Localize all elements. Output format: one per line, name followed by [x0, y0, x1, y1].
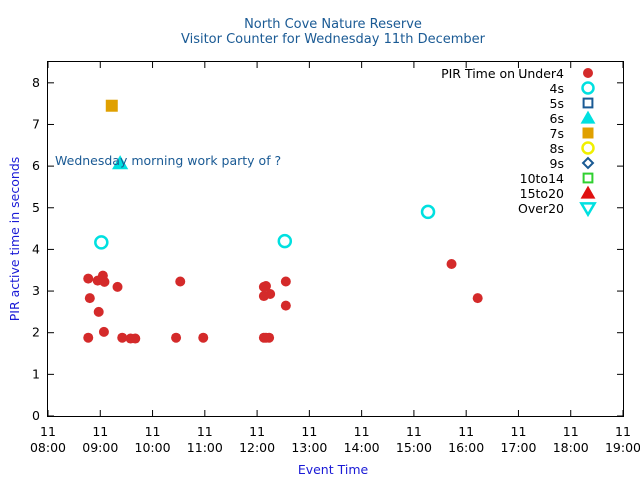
y-tick-label: 6	[32, 158, 40, 173]
y-tick-label: 8	[32, 75, 40, 90]
x-tick-label-day: 11	[197, 424, 213, 439]
chart-title: North Cove Nature Reserve	[244, 17, 422, 32]
x-tick-label-day: 11	[40, 424, 56, 439]
legend-marker-4s	[581, 81, 595, 95]
x-tick-label-day: 11	[511, 424, 527, 439]
y-tick-label: 2	[32, 325, 40, 340]
legend-label-6s: 6s	[550, 111, 564, 126]
x-tick-label-time: 15:00	[396, 440, 432, 455]
y-tick-label: 5	[32, 200, 40, 215]
legend-label-7s: 7s	[550, 126, 564, 141]
legend-marker-15to20	[580, 185, 596, 199]
data-points	[83, 99, 483, 344]
y-tick-label: 1	[32, 366, 40, 381]
x-axis-label: Event Time	[298, 462, 369, 477]
x-tick-label-time: 09:00	[82, 440, 118, 455]
y-axis-label: PIR active time in seconds	[7, 157, 22, 322]
x-tick-label-time: 19:00	[605, 440, 640, 455]
data-point-under4	[198, 332, 209, 343]
x-tick-label-day: 11	[301, 424, 317, 439]
legend-marker-over20	[579, 202, 597, 218]
data-point-under4	[98, 326, 109, 337]
legend-label-10to14: 10to14	[520, 171, 564, 186]
legend-marker-10to14	[582, 172, 594, 184]
x-tick-label-day: 11	[406, 424, 422, 439]
legend-marker-9s	[581, 156, 595, 170]
x-tick-label-day: 11	[92, 424, 108, 439]
x-tick-label-time: 10:00	[135, 440, 171, 455]
legend-marker-7s	[582, 127, 594, 139]
data-point-under4	[93, 306, 104, 317]
data-point-under4	[99, 276, 110, 287]
legend-label-15to20: 15to20	[520, 186, 564, 201]
data-point-under4	[84, 293, 95, 304]
data-point-under4	[260, 281, 271, 292]
x-tick-label-time: 18:00	[553, 440, 589, 455]
legend-marker-8s	[581, 141, 595, 155]
x-tick-label-day: 11	[249, 424, 265, 439]
x-tick-label-time: 13:00	[291, 440, 327, 455]
data-point-under4	[117, 332, 128, 343]
data-point-under4	[472, 293, 483, 304]
legend: PIR Time on ..Under44s5s6s7s8s9s10to1415…	[441, 66, 597, 218]
x-tick-label-time: 17:00	[500, 440, 536, 455]
legend-marker-6s	[580, 110, 596, 124]
x-tick-label-time: 11:00	[187, 440, 223, 455]
data-point-under4	[171, 332, 182, 343]
data-point-6s	[112, 155, 129, 170]
data-point-4s	[277, 233, 293, 249]
data-point-4s	[94, 235, 109, 250]
x-tick-label-time: 08:00	[30, 440, 66, 455]
legend-marker-5s	[582, 97, 594, 109]
x-tick-label-time: 16:00	[448, 440, 484, 455]
data-point-under4	[112, 281, 123, 292]
legend-label-8s: 8s	[550, 141, 564, 156]
y-tick-label: 7	[32, 116, 40, 131]
data-point-under4	[446, 258, 457, 269]
legend-label-over20: Over20	[518, 201, 564, 216]
legend-label-9s: 9s	[550, 156, 564, 171]
x-tick-label-day: 11	[458, 424, 474, 439]
plot-frame	[47, 61, 624, 417]
legend-label-4s: 4s	[550, 81, 564, 96]
data-point-under4	[280, 300, 291, 311]
data-point-under4	[264, 332, 275, 343]
x-axis: 1108:001109:001110:001111:001112:001113:…	[30, 62, 640, 455]
x-tick-label-day: 11	[563, 424, 579, 439]
x-tick-label-day: 11	[145, 424, 161, 439]
legend-label-under4: Under4	[518, 66, 564, 81]
legend-title: PIR Time on ..	[441, 66, 527, 81]
x-tick-label-day: 11	[354, 424, 370, 439]
data-point-7s	[105, 99, 118, 112]
data-point-under4	[280, 276, 291, 287]
x-tick-label-day: 11	[615, 424, 631, 439]
x-tick-label-time: 12:00	[239, 440, 275, 455]
annotation-work-party: Wednesday morning work party of ?	[55, 153, 281, 168]
x-tick-label-time: 14:00	[344, 440, 380, 455]
y-axis: 0 1 2 3 4 5 6 7 8	[32, 75, 623, 423]
y-tick-label: 0	[32, 408, 40, 423]
chart-subtitle: Visitor Counter for Wednesday 11th Decem…	[181, 32, 486, 47]
data-point-under4	[130, 333, 141, 344]
y-tick-label: 3	[32, 283, 40, 298]
data-point-under4	[265, 288, 276, 299]
data-point-under4	[83, 332, 94, 343]
legend-marker-under4	[583, 68, 593, 78]
data-point-4s	[420, 204, 436, 220]
data-point-under4	[83, 273, 94, 284]
legend-label-5s: 5s	[550, 96, 564, 111]
data-point-under4	[175, 276, 186, 287]
y-tick-label: 4	[32, 241, 40, 256]
